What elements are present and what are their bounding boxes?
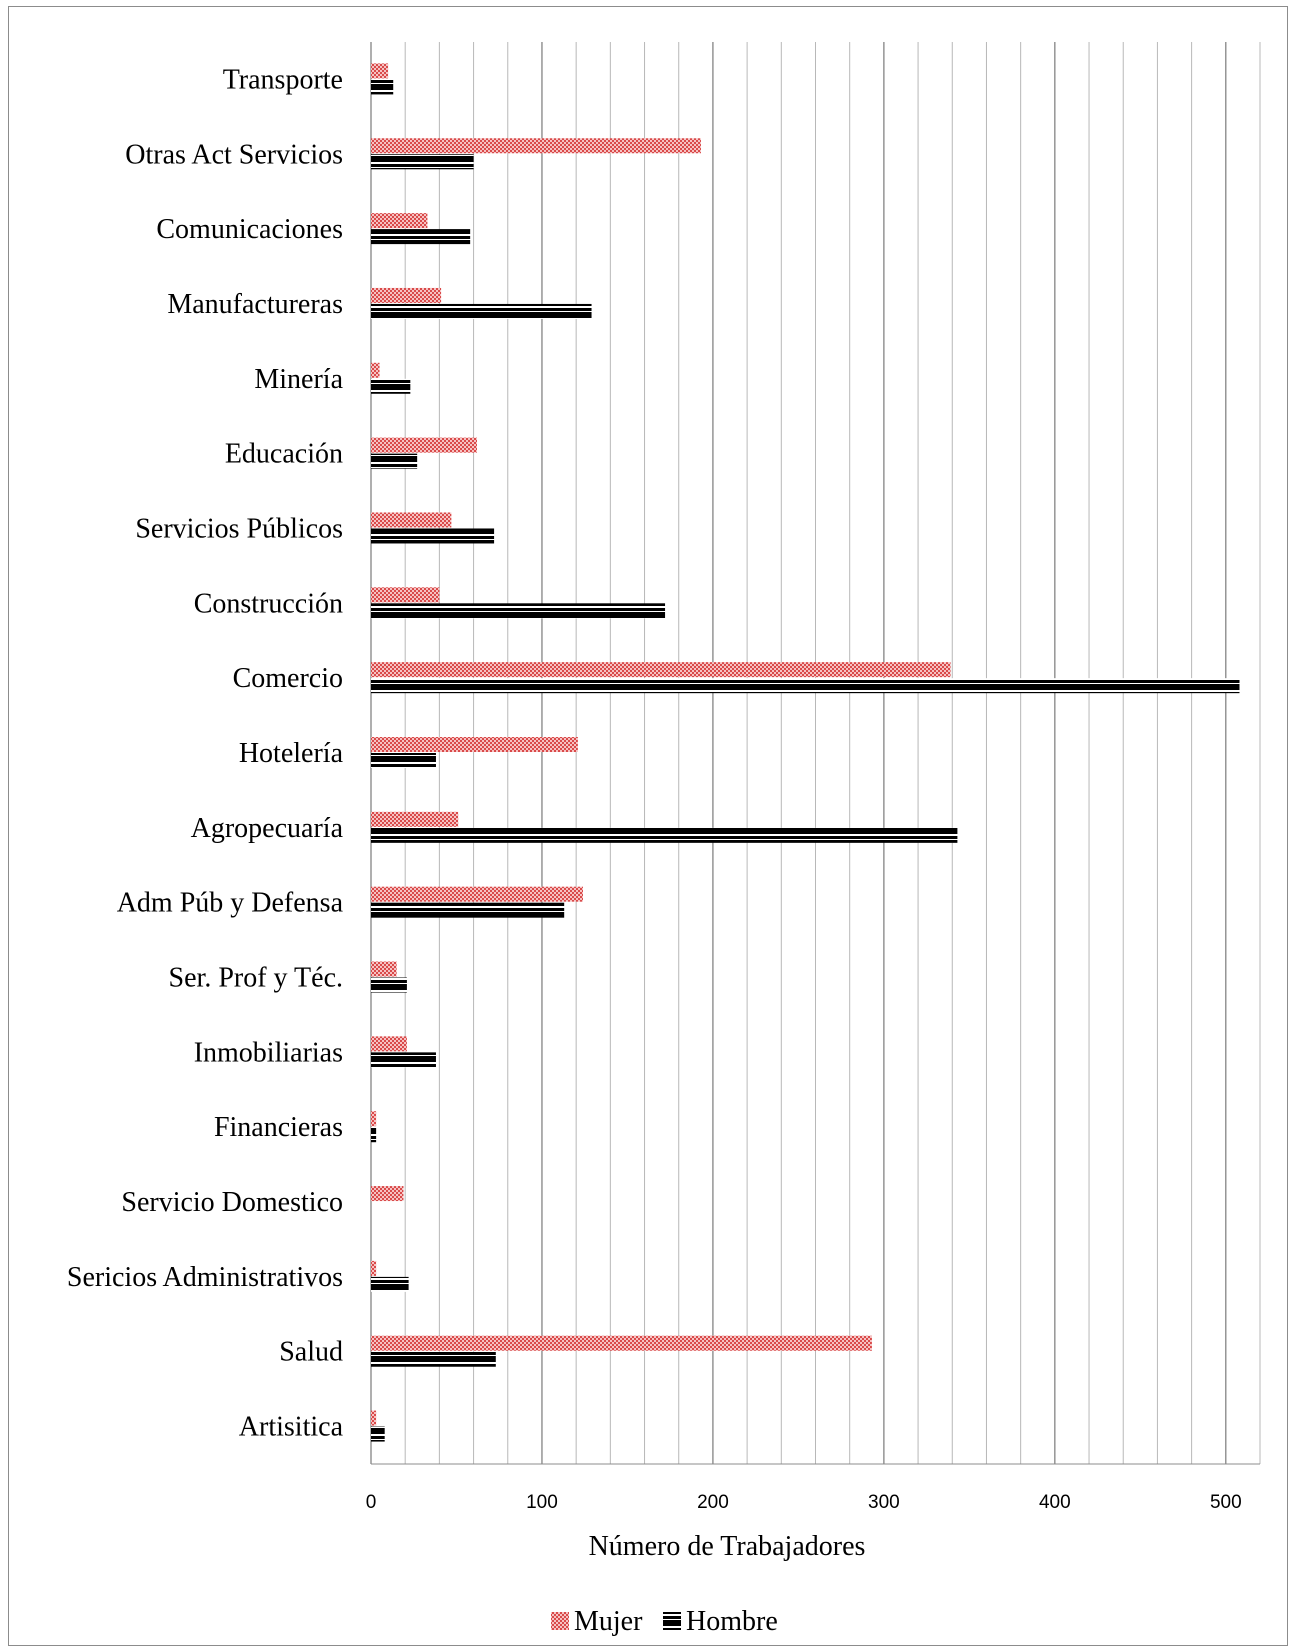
category-label: Servicios Públicos	[135, 513, 343, 544]
bar-mujer	[371, 662, 951, 678]
bar-hombre	[371, 1351, 496, 1367]
x-tick-label: 100	[526, 1492, 558, 1513]
x-tick-label: 400	[1039, 1492, 1071, 1513]
legend: Mujer Hombre	[551, 1606, 778, 1637]
bar-mujer	[371, 1186, 404, 1202]
bar-mujer	[371, 811, 459, 827]
bar-hombre	[371, 1426, 385, 1442]
bar-mujer	[371, 362, 380, 378]
bar-hombre	[371, 1052, 436, 1068]
bar-mujer	[371, 886, 583, 902]
bar-hombre	[371, 753, 436, 768]
category-label: Educación	[225, 439, 343, 470]
category-label: Financieras	[214, 1112, 343, 1143]
legend-swatch-mujer	[551, 1612, 569, 1630]
category-label: Ser. Prof y Téc.	[169, 963, 343, 994]
category-label: Comercio	[233, 663, 343, 694]
chart-frame	[8, 6, 1288, 1646]
category-label: Agropecuaría	[191, 813, 344, 844]
category-label: Servicio Domestico	[121, 1187, 343, 1218]
category-label: Manufactureras	[167, 289, 343, 320]
category-label: Adm Púb y Defensa	[117, 888, 344, 919]
bar-hombre	[371, 1127, 377, 1143]
bar-mujer	[371, 437, 477, 453]
legend-swatch-hombre	[663, 1612, 681, 1630]
bar-mujer	[371, 512, 452, 528]
bar-hombre	[371, 977, 407, 993]
bar-hombre	[371, 1276, 409, 1292]
x-tick-label: 200	[697, 1492, 729, 1513]
category-label: Salud	[279, 1337, 343, 1368]
bar-mujer	[371, 63, 389, 79]
category-labels: Transporte Otras Act Servicios Comunicacio…	[67, 64, 344, 1442]
category-label: Minería	[254, 364, 343, 395]
category-label: Comunicaciones	[156, 214, 343, 245]
bar-mujer	[371, 961, 397, 977]
bar-mujer	[371, 737, 578, 752]
bar-hombre	[371, 902, 565, 918]
category-label: Hotelería	[239, 738, 344, 769]
bar-mujer	[371, 1111, 377, 1127]
category-label: Artisitica	[239, 1412, 344, 1443]
legend-label-hombre: Hombre	[686, 1606, 778, 1637]
bars-group	[371, 63, 1240, 1442]
bar-hombre	[371, 603, 666, 619]
x-tick-label: 500	[1210, 1492, 1242, 1513]
bar-hombre	[371, 229, 471, 245]
bar-hombre	[371, 154, 474, 170]
x-axis-title: Número de Trabajadores	[589, 1531, 866, 1562]
category-label: Transporte	[223, 64, 343, 95]
bar-hombre	[371, 378, 411, 394]
legend-label-mujer: Mujer	[574, 1606, 643, 1637]
bar-mujer	[371, 1260, 377, 1276]
bar-hombre	[371, 303, 592, 319]
bar-mujer	[371, 587, 440, 603]
bar-mujer	[371, 213, 428, 229]
x-tick-label: 0	[366, 1492, 377, 1513]
x-tick-label: 300	[868, 1492, 900, 1513]
bar-hombre	[371, 827, 958, 843]
bar-hombre	[371, 453, 418, 469]
bar-mujer	[371, 1036, 407, 1052]
grid-lines	[370, 42, 1261, 1465]
category-label: Otras Act Servicios	[125, 139, 343, 170]
bar-hombre	[371, 678, 1240, 694]
bar-mujer	[371, 287, 442, 303]
bar-mujer	[371, 138, 701, 154]
x-tick-labels: 0 100 200 300 400 500	[366, 1492, 1242, 1513]
bar-mujer	[371, 1335, 872, 1351]
category-label: Inmobiliarias	[194, 1037, 343, 1068]
bar-hombre	[371, 528, 495, 544]
bar-hombre	[371, 79, 394, 95]
bar-mujer	[371, 1410, 377, 1426]
category-label: Construcción	[194, 588, 343, 619]
category-label: Sericios Administrativos	[67, 1262, 343, 1293]
